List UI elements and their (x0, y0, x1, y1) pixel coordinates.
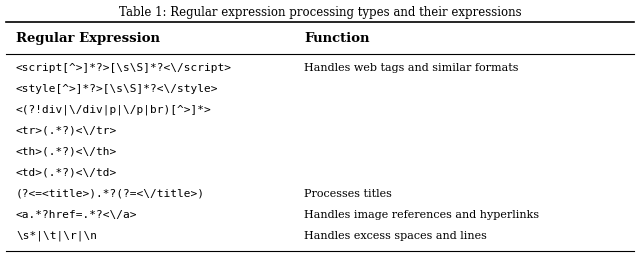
Text: <(?!div|\/div|p|\/p|br)[^>]*>: <(?!div|\/div|p|\/p|br)[^>]*> (16, 105, 212, 115)
Text: (?<=<title>).*?(?=<\/title>): (?<=<title>).*?(?=<\/title>) (16, 189, 205, 199)
Text: <a.*?href=.*?<\/a>: <a.*?href=.*?<\/a> (16, 210, 138, 220)
Text: Table 1: Regular expression processing types and their expressions: Table 1: Regular expression processing t… (118, 6, 522, 19)
Text: Handles excess spaces and lines: Handles excess spaces and lines (304, 231, 487, 241)
Text: \s*|\t|\r|\n: \s*|\t|\r|\n (16, 231, 97, 241)
Text: Handles image references and hyperlinks: Handles image references and hyperlinks (304, 210, 539, 220)
Text: <th>(.*?)<\/th>: <th>(.*?)<\/th> (16, 147, 117, 157)
Text: Handles web tags and similar formats: Handles web tags and similar formats (304, 63, 518, 73)
Text: <style[^>]*?>[\s\S]*?<\/style>: <style[^>]*?>[\s\S]*?<\/style> (16, 84, 218, 94)
Text: Regular Expression: Regular Expression (16, 32, 160, 45)
Text: <tr>(.*?)<\/tr>: <tr>(.*?)<\/tr> (16, 126, 117, 136)
Text: Function: Function (304, 32, 369, 45)
Text: <script[^>]*?>[\s\S]*?<\/script>: <script[^>]*?>[\s\S]*?<\/script> (16, 63, 232, 73)
Text: Processes titles: Processes titles (304, 189, 392, 199)
Text: <td>(.*?)<\/td>: <td>(.*?)<\/td> (16, 168, 117, 178)
